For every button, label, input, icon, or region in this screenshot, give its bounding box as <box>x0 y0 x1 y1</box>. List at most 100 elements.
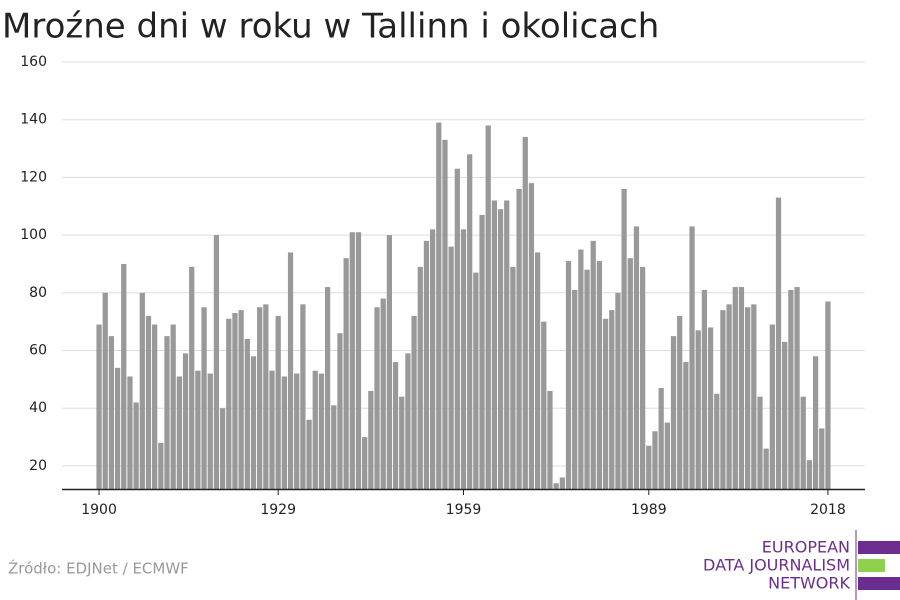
bar <box>300 304 306 489</box>
bar <box>139 292 145 489</box>
bar <box>312 370 318 489</box>
bar <box>318 373 325 489</box>
bar <box>806 460 813 489</box>
bar <box>819 428 825 489</box>
bar <box>368 390 374 489</box>
bar <box>707 327 714 489</box>
bar <box>479 214 485 489</box>
bar <box>392 362 399 489</box>
bar <box>195 370 201 489</box>
bar <box>374 307 380 489</box>
bar <box>207 373 213 489</box>
bar <box>510 266 516 489</box>
bar <box>553 483 559 489</box>
bar <box>504 200 510 489</box>
bar <box>763 448 769 489</box>
bar <box>287 252 294 489</box>
bar <box>294 373 300 489</box>
bar <box>454 168 460 489</box>
logo-text: DATA JOURNALISM <box>703 556 850 575</box>
bar <box>324 287 331 489</box>
bar <box>349 232 355 490</box>
bar <box>170 324 176 489</box>
bar <box>238 310 244 489</box>
bar <box>343 258 349 489</box>
bar <box>108 336 115 489</box>
y-tick-label: 80 <box>29 285 47 301</box>
bar <box>417 266 423 489</box>
bar <box>578 249 584 489</box>
bar <box>541 321 547 489</box>
logo-bar <box>858 541 900 554</box>
logo-bar <box>858 559 885 572</box>
bar <box>226 318 232 489</box>
bar <box>640 266 646 489</box>
bar <box>429 229 436 490</box>
bar <box>331 405 337 489</box>
bar <box>547 390 553 489</box>
bar <box>609 310 615 489</box>
bar <box>96 324 102 489</box>
bar <box>405 353 411 489</box>
y-tick-label: 140 <box>20 112 47 128</box>
bar <box>460 229 467 490</box>
bar <box>677 315 683 489</box>
bar <box>263 304 269 489</box>
bar <box>664 422 670 489</box>
bar <box>794 287 800 489</box>
bar <box>244 338 250 489</box>
bar <box>683 362 689 489</box>
bar <box>114 367 121 489</box>
bar <box>102 292 108 489</box>
bar <box>757 396 763 489</box>
logo: EUROPEAN DATA JOURNALISM NETWORK <box>703 530 900 600</box>
bar <box>473 272 479 489</box>
x-tick-label: 1959 <box>446 502 482 518</box>
bar <box>448 246 454 489</box>
bar <box>738 287 745 489</box>
bar <box>615 292 621 489</box>
bar <box>745 307 751 489</box>
bar <box>121 263 127 489</box>
bar <box>658 388 664 489</box>
bar <box>534 252 541 489</box>
y-tick-label: 120 <box>20 169 47 185</box>
bar <box>516 188 522 489</box>
bar <box>782 341 788 489</box>
bar <box>189 266 195 489</box>
bar <box>467 154 473 489</box>
bar <box>726 304 732 489</box>
bar <box>497 209 504 489</box>
y-tick-label: 60 <box>29 343 47 359</box>
logo-text: NETWORK <box>768 574 850 593</box>
bar <box>812 356 819 489</box>
bar <box>164 336 170 489</box>
bar <box>386 235 393 489</box>
bar <box>732 287 738 489</box>
bar <box>751 304 757 489</box>
bar <box>133 402 139 489</box>
y-tick-label: 100 <box>20 227 47 243</box>
bar <box>689 226 695 489</box>
bar <box>590 240 596 489</box>
x-tick-label: 2018 <box>810 502 846 518</box>
bar <box>627 258 633 489</box>
bar <box>411 315 417 489</box>
bar <box>559 477 565 489</box>
bar <box>584 269 590 489</box>
bar <box>219 408 226 489</box>
bar <box>213 235 220 489</box>
bar <box>281 376 287 489</box>
bar <box>769 324 775 489</box>
chart-title: Mroźne dni w roku w Tallinn i okolicach <box>2 7 659 47</box>
bar <box>602 318 609 489</box>
bar <box>355 232 362 490</box>
x-tick-label: 1989 <box>631 502 667 518</box>
bar <box>652 431 658 489</box>
logo-bar <box>858 577 900 590</box>
bar <box>423 240 430 489</box>
bar <box>380 298 386 489</box>
bar <box>232 313 238 489</box>
source: Źródło: EDJNet / ECMWF <box>8 559 189 578</box>
bar <box>362 437 368 489</box>
